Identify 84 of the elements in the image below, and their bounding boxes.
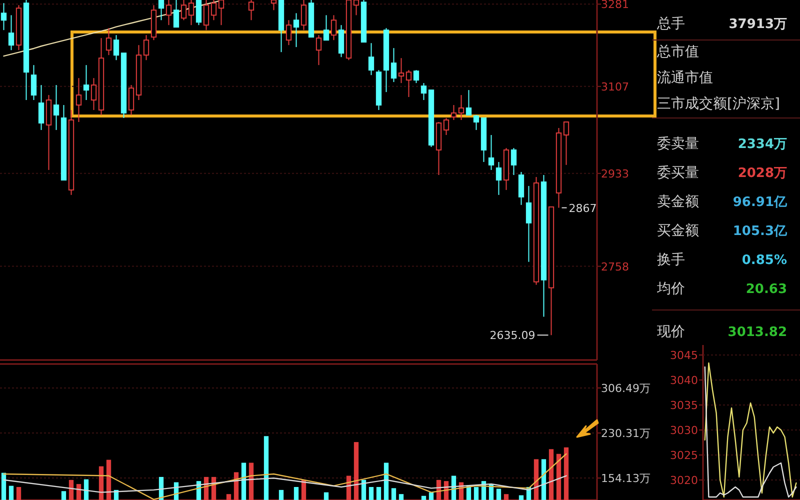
y-tick-label: 3281 (601, 0, 629, 12)
candlestick (368, 42, 374, 76)
candlestick (496, 161, 502, 196)
candlestick (106, 28, 112, 56)
category-label: 买金额 (657, 223, 699, 239)
candlestick (488, 134, 494, 170)
candlestick (196, 0, 202, 26)
candlestick (0, 2, 7, 31)
y-tick-label: 154.13万 (601, 472, 650, 486)
y-tick-label: 3045 (670, 349, 698, 362)
candlestick (338, 24, 344, 58)
candlestick (443, 117, 450, 136)
category-label: 三市成交额[沪深京] (657, 96, 780, 112)
candlestick (406, 70, 412, 98)
annotation: 2867 (568, 202, 597, 215)
candlestick (166, 0, 172, 26)
text: 0.85% (742, 253, 787, 268)
candlestick (180, 0, 187, 21)
y-tick-label: 306.49万 (601, 382, 650, 395)
y-tick-label: 3025 (670, 449, 698, 462)
candlestick (510, 147, 517, 176)
candlestick (143, 34, 150, 61)
category-label: 委卖量 (657, 136, 699, 152)
y-tick-label: 3030 (670, 424, 698, 437)
candlestick (300, 0, 307, 31)
text: 2028万 (738, 166, 787, 181)
candlestick (466, 90, 472, 116)
candlestick (286, 20, 292, 46)
candlestick (398, 58, 404, 84)
category-label: 委买量 (657, 165, 699, 181)
candlestick (76, 78, 82, 122)
y-tick-label: 3040 (670, 374, 698, 387)
candlestick (450, 104, 457, 120)
candlestick (293, 12, 300, 48)
text: 96.91亿 (732, 195, 787, 210)
candlestick (473, 114, 480, 130)
candlestick (203, 0, 210, 31)
candlestick (330, 14, 337, 41)
candlestick (113, 34, 120, 61)
y-tick-label: 2933 (601, 167, 629, 180)
candlestick (30, 64, 37, 101)
candlestick (323, 14, 330, 41)
category-label: 均价 (656, 281, 685, 297)
candlestick (90, 78, 97, 111)
candlestick (353, 0, 360, 16)
line-series (3, 475, 567, 493)
candlestick (210, 0, 217, 21)
y-tick-label: 3020 (670, 474, 698, 487)
category-label: 总手 (656, 16, 685, 32)
candlestick (420, 82, 427, 101)
text: 20.63 (746, 282, 787, 297)
text: 3013.82 (728, 325, 787, 340)
candlestick (128, 84, 134, 116)
candlestick (218, 0, 224, 26)
candlestick (518, 171, 524, 206)
candlestick (188, 0, 194, 26)
candlestick (173, 0, 180, 28)
text: 2334万 (738, 137, 787, 152)
category-label: 总市值 (656, 44, 699, 60)
text: 105.3亿 (732, 224, 787, 239)
text: 37913万 (728, 17, 787, 32)
candlestick (526, 185, 532, 262)
candlestick (83, 64, 90, 101)
y-tick-label: 3035 (670, 399, 698, 412)
candlestick (316, 34, 322, 66)
candlestick (53, 84, 60, 130)
candlestick (270, 0, 277, 11)
annotation: 2635.09 (490, 329, 536, 342)
candlestick (413, 70, 420, 84)
line-series (3, 453, 567, 500)
y-tick-label: 230.31万 (601, 427, 650, 440)
category-label: 现价 (657, 324, 685, 340)
category-label: 换手 (657, 252, 685, 268)
category-label: 流通市值 (657, 70, 713, 86)
candlestick (458, 94, 464, 120)
candlestick (390, 48, 397, 83)
y-tick-label: 3107 (601, 80, 629, 94)
candlestick (158, 0, 164, 21)
candlestick (563, 121, 570, 166)
category-label: 卖金额 (657, 194, 699, 210)
y-tick-label: 2758 (601, 260, 629, 274)
candlestick (248, 0, 254, 21)
candlestick (8, 14, 14, 51)
candlestick (38, 84, 44, 130)
